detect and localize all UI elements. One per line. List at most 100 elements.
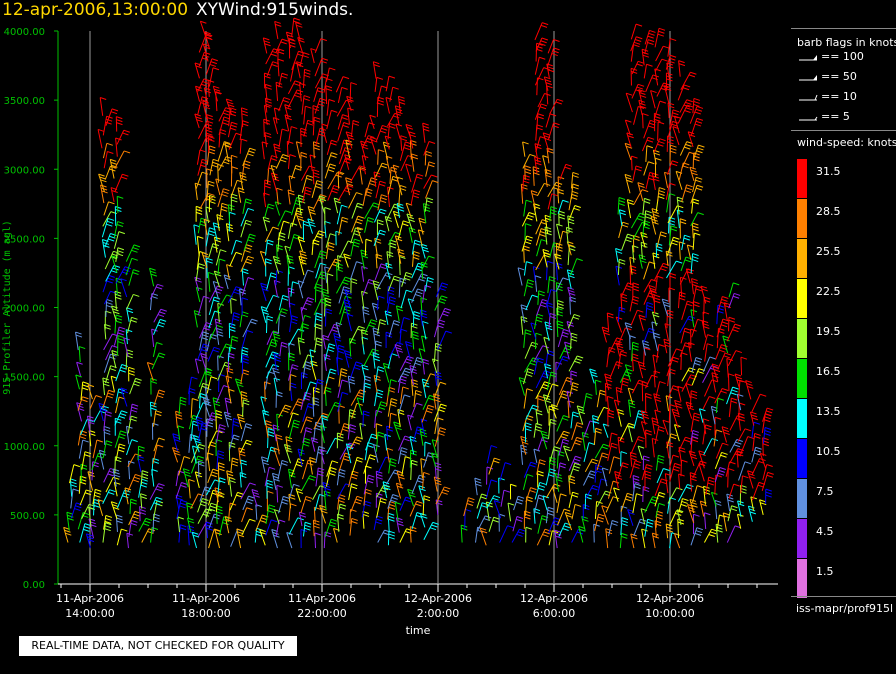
wind-barb-flag — [672, 356, 680, 360]
wind-barb-flag — [75, 374, 82, 378]
wind-barb-shaft — [314, 250, 322, 269]
wind-barb-shaft — [555, 431, 565, 445]
wind-barb-flag — [395, 235, 402, 239]
wind-barb-flag — [202, 81, 209, 85]
wind-barb-shaft — [153, 309, 162, 323]
wind-barb-flag — [110, 158, 117, 162]
wind-barb-flag — [633, 481, 640, 484]
wind-barb-flag — [733, 483, 740, 487]
wind-barb-shaft — [326, 110, 332, 130]
wind-barb-flag — [694, 359, 702, 363]
wind-barb-shaft — [325, 67, 330, 82]
wind-barb-flag — [345, 131, 353, 135]
wind-barb-flag — [550, 212, 557, 216]
wind-barb-shaft — [546, 289, 552, 307]
wind-barb-shaft — [238, 447, 242, 464]
wind-barb-flag — [530, 487, 537, 491]
wind-barb-flag — [695, 187, 703, 191]
wind-barb-shaft — [412, 273, 423, 292]
wind-barb-flag — [115, 317, 123, 321]
wind-barb-flag — [572, 468, 579, 472]
wind-barb-flag — [347, 136, 355, 140]
wind-barb-shaft — [722, 335, 729, 354]
wind-barb-flag — [676, 405, 683, 409]
wind-barb-flag — [562, 331, 569, 335]
wind-barb-flag — [728, 468, 735, 472]
wind-barb-flag — [339, 494, 346, 498]
wind-barb-flag — [393, 320, 401, 324]
wind-barb-flag — [492, 519, 499, 523]
wind-barb-shaft — [206, 114, 210, 130]
wind-barb-flag — [694, 412, 701, 416]
wind-barb-shaft — [251, 489, 258, 507]
wind-barb-flag — [306, 177, 313, 181]
wind-barb-shaft — [273, 448, 281, 467]
wind-barb-flag — [659, 491, 666, 495]
wind-barb-shaft — [205, 503, 212, 519]
wind-barb-flag — [224, 109, 231, 113]
wind-barb-flag — [370, 136, 377, 140]
wind-barb-shaft — [228, 133, 237, 150]
wind-barb-shaft — [63, 527, 69, 543]
wind-barb-flag — [379, 500, 387, 504]
wind-barb-flag — [564, 341, 571, 345]
wind-barb-flag — [238, 190, 245, 194]
wind-barb-flag — [529, 362, 536, 366]
wind-barb-flag — [723, 512, 730, 516]
wind-barb-shaft — [566, 321, 573, 339]
wind-barb-shaft — [512, 516, 518, 532]
wind-barb-flag — [244, 249, 251, 253]
wind-barb-flag — [664, 341, 671, 345]
wind-barb-flag — [740, 490, 747, 494]
wind-barb-flag — [693, 152, 700, 156]
wind-barb-flag — [687, 104, 694, 108]
wind-barb-flag — [357, 215, 365, 219]
wind-barb-shaft — [594, 513, 600, 532]
wind-barb-shaft — [307, 218, 314, 234]
wind-barb-flag — [317, 473, 324, 477]
wind-barb-flag — [405, 163, 412, 167]
wind-barb-shaft — [241, 268, 244, 286]
wind-barb-flag — [611, 442, 618, 446]
wind-barb-flag — [213, 85, 220, 89]
wind-barb-flag — [566, 226, 573, 230]
wind-barb-shaft — [535, 43, 538, 62]
wind-barb-flag — [312, 105, 320, 109]
wind-barb-flag — [723, 355, 730, 359]
wind-barb-flag — [195, 65, 203, 69]
wind-barb-flag — [294, 94, 301, 98]
wind-barb-flag — [133, 293, 140, 297]
wind-barb-flag — [151, 328, 158, 332]
wind-barb-flag — [324, 300, 332, 304]
wind-barb-flag — [416, 429, 423, 433]
wind-barb-shaft — [617, 462, 624, 479]
wind-barb-flag — [151, 295, 158, 299]
wind-barb-flag — [619, 212, 627, 216]
wind-barb-shaft — [700, 285, 707, 304]
wind-barb-flag — [70, 481, 77, 485]
wind-barb-flag — [645, 429, 652, 433]
wind-barb-flag — [315, 289, 322, 293]
wind-barb-flag — [620, 296, 628, 300]
wind-barb-flag — [659, 381, 666, 385]
wind-barb-flag — [222, 112, 230, 116]
wind-barb-shaft — [421, 405, 429, 423]
wind-barb-shaft — [633, 189, 643, 205]
wind-barb-flag — [251, 489, 259, 492]
wind-barb-flag — [660, 268, 667, 272]
wind-barb-shaft — [630, 436, 640, 455]
wind-barb-flag — [420, 315, 428, 319]
wind-barb-flag — [548, 474, 555, 478]
wind-barb-flag — [303, 98, 310, 102]
wind-barb-flag — [598, 513, 605, 517]
wind-barb-shaft — [499, 462, 506, 481]
wind-barb-shaft — [652, 252, 656, 269]
wind-barb-shaft — [422, 285, 426, 303]
wind-barb-flag — [670, 144, 677, 148]
wind-barb-flag — [227, 476, 234, 480]
wind-barb-flag — [671, 408, 679, 412]
wind-barb-shaft — [687, 504, 695, 524]
wind-barb-flag — [217, 453, 225, 457]
wind-barb-shaft — [69, 478, 73, 497]
wind-barb-flag — [696, 176, 703, 180]
